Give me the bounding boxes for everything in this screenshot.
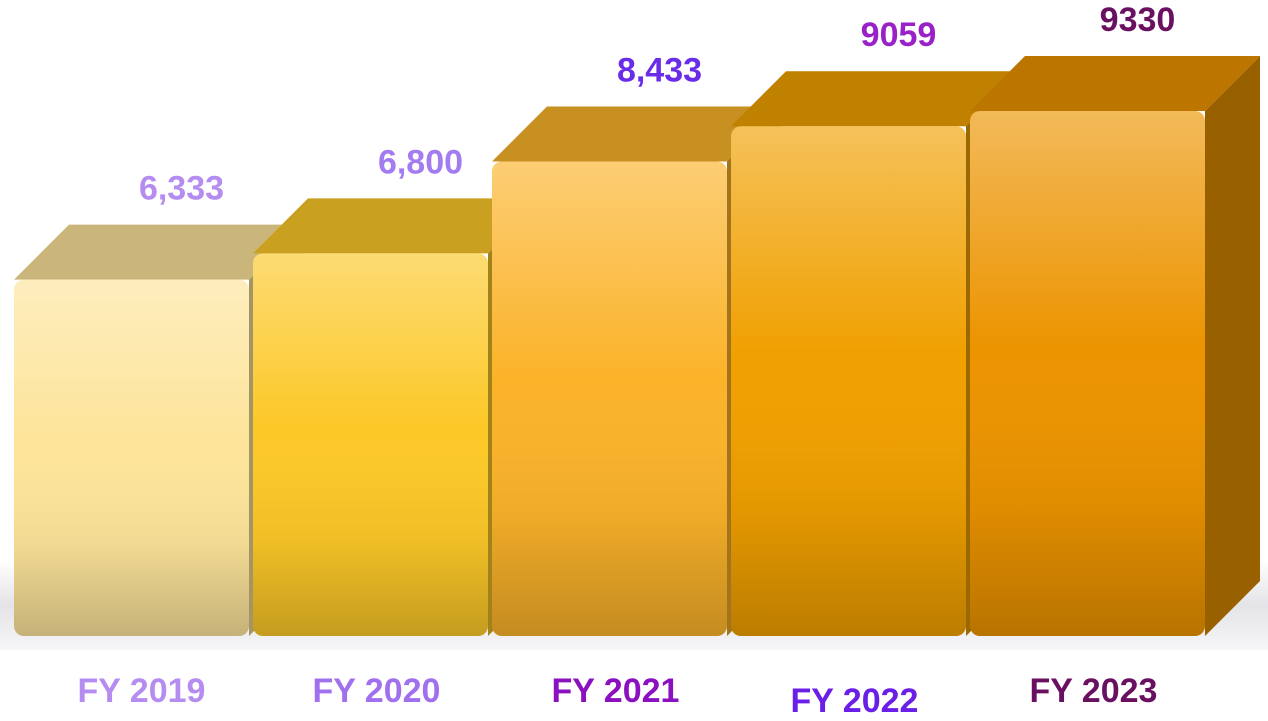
bar-side-shade xyxy=(1205,56,1260,636)
bar-top-shade xyxy=(492,106,782,162)
value-label: 8,433 xyxy=(617,51,702,89)
bar-shade xyxy=(731,126,966,636)
bar-top xyxy=(492,106,782,162)
value-label: 6,800 xyxy=(378,143,463,181)
bars: 6,333 FY 2019 6,800 FY 2020 8,433 FY 2021 9059… xyxy=(14,1,1260,720)
x-tick-label: FY 2020 xyxy=(313,672,441,710)
bar-top-shade xyxy=(253,198,543,254)
bar-top-shade xyxy=(14,224,304,280)
bar-top xyxy=(970,56,1260,111)
value-label: 9330 xyxy=(1100,1,1176,39)
bar-shade xyxy=(253,253,488,636)
x-tick-label: FY 2022 xyxy=(791,682,919,720)
x-tick-label: FY 2021 xyxy=(552,672,680,710)
value-label: 9059 xyxy=(861,16,937,54)
bar-top xyxy=(731,71,1021,127)
bar-top-shade xyxy=(970,56,1260,111)
bar-shade xyxy=(492,161,727,636)
bar-side xyxy=(1205,56,1260,636)
bar-shade xyxy=(14,279,249,636)
bar-top xyxy=(253,198,543,254)
x-tick-label: FY 2023 xyxy=(1030,672,1158,710)
bar-top xyxy=(14,224,304,280)
bar-shade xyxy=(970,111,1205,636)
bar-top-shade xyxy=(731,71,1021,127)
value-label: 6,333 xyxy=(139,170,224,208)
x-tick-label: FY 2019 xyxy=(78,672,206,710)
